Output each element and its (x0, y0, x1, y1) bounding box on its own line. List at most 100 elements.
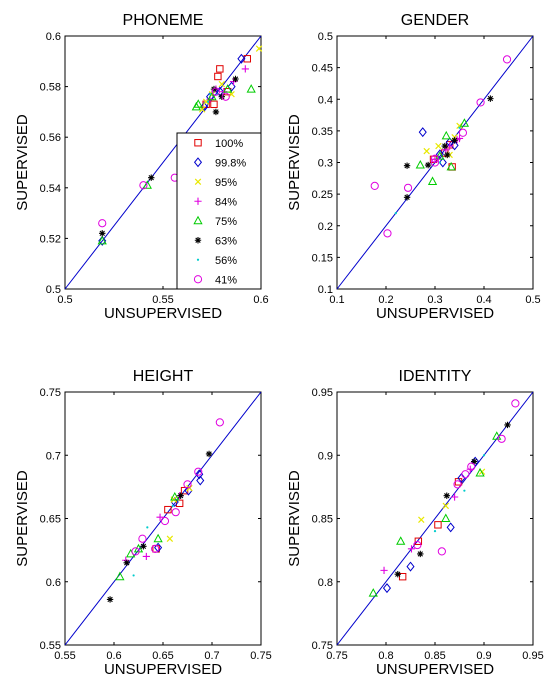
data-point (211, 87, 221, 96)
x-tick-label: 0.85 (424, 650, 445, 662)
y-tick-label: 0.5 (318, 31, 333, 43)
identity-line (64, 391, 262, 646)
data-point (442, 502, 450, 510)
data-point (427, 176, 438, 185)
y-axis-label: SUPERVISED (14, 470, 31, 567)
data-point (223, 84, 233, 93)
data-point (403, 162, 411, 169)
series-75% (415, 118, 470, 185)
data-point (214, 72, 222, 81)
x-tick-label: 0.8 (378, 650, 393, 662)
data-point (148, 174, 155, 181)
data-point (205, 450, 213, 458)
chart-title: GENDER (401, 12, 469, 29)
data-point (502, 55, 512, 64)
y-tick-label: 0.9 (318, 450, 333, 462)
y-tick-label: 0.6 (46, 577, 61, 589)
data-point (208, 93, 212, 96)
y-tick-label: 0.54 (40, 183, 61, 195)
x-tick-label: 0.55 (54, 650, 75, 662)
y-tick-label: 0.75 (312, 640, 333, 652)
data-point (398, 572, 407, 581)
chart-title: IDENTITY (399, 368, 472, 385)
data-point (415, 159, 425, 169)
data-point (186, 484, 193, 492)
data-point (441, 513, 451, 522)
y-tick-label: 0.58 (40, 82, 61, 94)
data-point (166, 535, 174, 542)
data-point (215, 86, 224, 97)
data-point (175, 499, 184, 508)
data-point (467, 462, 476, 471)
x-tick-label: 0.9 (476, 650, 491, 662)
y-tick-label: 0.15 (312, 252, 333, 264)
data-point (216, 65, 224, 73)
y-axis-label: SUPERVISED (286, 470, 303, 567)
data-point (382, 583, 392, 594)
data-point (171, 508, 180, 517)
legend-marker (194, 178, 202, 185)
data-point (154, 542, 163, 553)
x-tick-label: 0.7 (204, 650, 219, 662)
series-56% (132, 504, 174, 577)
data-point (457, 473, 466, 484)
data-point (196, 475, 205, 486)
data-point (132, 574, 135, 577)
data-point (210, 100, 218, 109)
x-tick-label: 0.3 (427, 294, 442, 306)
data-point (153, 533, 163, 543)
data-point (221, 92, 230, 101)
legend-marker (193, 275, 203, 284)
x-tick-label: 0.6 (106, 650, 121, 662)
legend: 100% 99.8% 95% 84% 75% 63% 56% 41% (176, 132, 262, 290)
data-point (438, 157, 447, 168)
series-63% (403, 95, 494, 201)
data-point (237, 53, 246, 64)
identity-line (64, 35, 262, 290)
data-point (191, 101, 201, 111)
data-point (241, 65, 249, 73)
data-point (255, 45, 263, 52)
data-point (430, 158, 440, 167)
legend-marker (196, 258, 200, 261)
data-point (453, 480, 462, 489)
data-point (435, 149, 444, 160)
data-point (215, 418, 224, 427)
data-point (435, 151, 445, 160)
data-point (475, 467, 485, 477)
data-point (177, 492, 184, 499)
y-axis-label: SUPERVISED (286, 114, 303, 211)
data-point (476, 98, 485, 107)
x-axis-label: UNSUPERVISED (376, 305, 494, 322)
data-point (232, 75, 239, 83)
series-63% (394, 421, 511, 578)
series-56% (433, 454, 486, 533)
y-tick-label: 0.35 (312, 126, 333, 138)
y-tick-label: 0.95 (312, 387, 333, 399)
legend-label: 84% (215, 196, 237, 208)
data-point (170, 491, 180, 501)
data-point (368, 588, 378, 597)
data-point (123, 559, 130, 566)
data-point (396, 536, 406, 545)
y-tick-label: 0.7 (46, 450, 61, 462)
scatter-panel-identity: 0.75 0.8 0.85 0.9 0.95 0.75 0.8 0.85 0.9 0.95 IDEN… (286, 368, 544, 678)
data-point (461, 470, 470, 479)
data-point (434, 521, 442, 529)
data-point (380, 566, 388, 574)
data-point (142, 180, 152, 189)
y-tick-label: 0.85 (312, 514, 333, 526)
data-point (466, 465, 474, 473)
data-point (227, 81, 236, 92)
legend-label: 75% (215, 216, 237, 228)
data-point (414, 537, 423, 545)
data-point (458, 126, 461, 129)
data-point (139, 181, 148, 190)
series-41% (413, 399, 520, 556)
scatter-panel-gender: 0.1 0.2 0.3 0.4 0.5 0.1 0.15 0.2 0.25 0.3 0.35 0.4 0… (286, 12, 541, 322)
data-point (164, 505, 172, 514)
data-point (423, 147, 430, 155)
data-point (246, 84, 256, 93)
series-95% (166, 484, 193, 542)
